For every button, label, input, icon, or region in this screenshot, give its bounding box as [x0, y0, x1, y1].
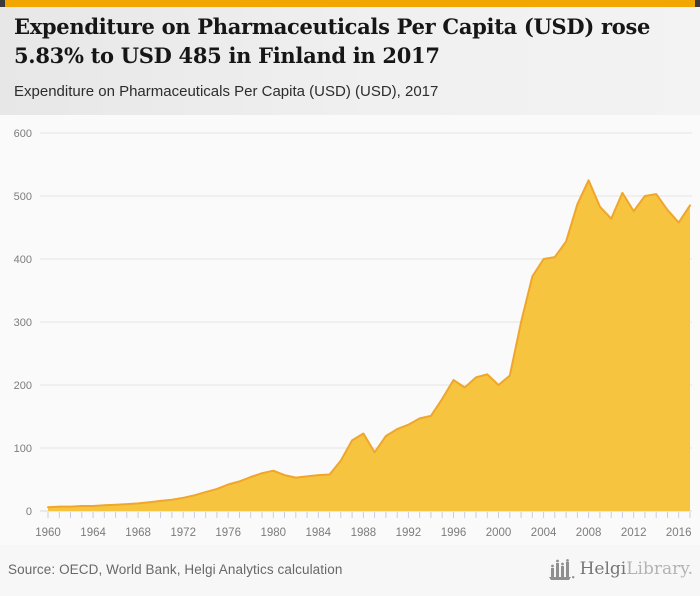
source-attribution: Source: OECD, World Bank, Helgi Analytic… — [8, 562, 343, 577]
helgi-library-logo[interactable]: HelgiLibrary. — [548, 556, 693, 581]
area-series-outline — [47, 179, 691, 509]
chart-plot-area: 0 100 200 300 400 500 600 1960 1964 1968 1972 1976 1… — [0, 115, 700, 545]
helgi-logo-bar-chart-icon — [548, 559, 574, 580]
x-axis-label-1968: 1968 — [125, 527, 151, 539]
x-axis-label-1972: 1972 — [170, 527, 196, 539]
y-axis-label-600: 600 — [14, 128, 32, 140]
y-axis-label-200: 200 — [14, 380, 32, 392]
chart-header: Expenditure on Pharmaceuticals Per Capit… — [0, 7, 700, 115]
chart-footer: Source: OECD, World Bank, Helgi Analytic… — [0, 545, 700, 596]
window-corner-right — [695, 0, 700, 8]
x-axis-label-2000: 2000 — [486, 527, 512, 539]
x-axis-label-1964: 1964 — [80, 527, 106, 539]
accent-top-bar — [0, 0, 700, 7]
area-chart-svg: 0 100 200 300 400 500 600 1960 1964 1968 1972 1976 1… — [14, 128, 692, 539]
logo-name: Helgi — [579, 558, 627, 579]
page-title: Expenditure on Pharmaceuticals Per Capit… — [14, 14, 651, 68]
window-corner-left — [0, 0, 5, 8]
y-axis-label-300: 300 — [14, 317, 32, 329]
logo-suffix: Library. — [626, 558, 693, 579]
x-axis-label-2012: 2012 — [621, 527, 647, 539]
x-axis-label-1980: 1980 — [261, 527, 287, 539]
x-axis-label-2004: 2004 — [531, 527, 557, 539]
y-axis-label-400: 400 — [14, 254, 32, 266]
x-axis-label-1988: 1988 — [351, 527, 377, 539]
x-axis-label-2008: 2008 — [576, 527, 602, 539]
x-axis-label-1960: 1960 — [35, 527, 61, 539]
y-axis-label-500: 500 — [14, 191, 32, 203]
x-axis-label-2016: 2016 — [666, 527, 692, 539]
area-series-fill — [48, 180, 690, 512]
x-axis-label-1992: 1992 — [396, 527, 422, 539]
x-axis-label-1996: 1996 — [441, 527, 467, 539]
helgi-logo-text: HelgiLibrary. — [580, 559, 693, 579]
x-axis-label-1984: 1984 — [306, 527, 332, 539]
page-subtitle: Expenditure on Pharmaceuticals Per Capit… — [14, 83, 439, 100]
y-axis-label-100: 100 — [14, 443, 32, 455]
y-axis-label-0: 0 — [26, 506, 32, 518]
x-axis-label-1976: 1976 — [215, 527, 241, 539]
